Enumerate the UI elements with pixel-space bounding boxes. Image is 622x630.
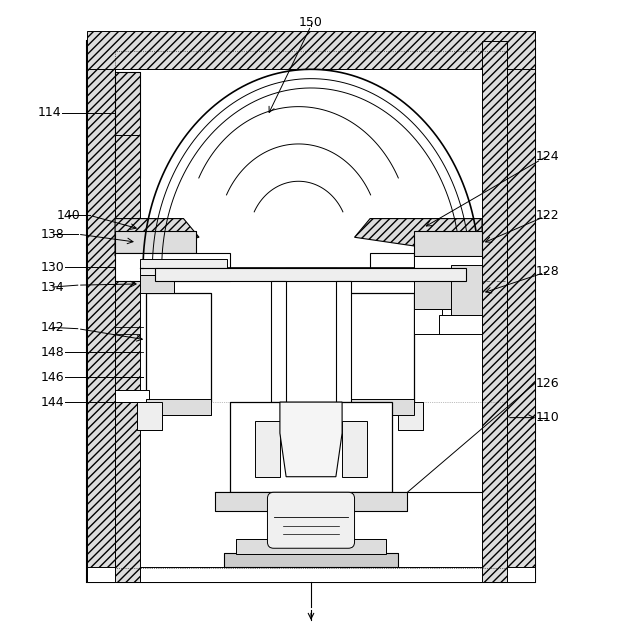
Bar — [224, 553, 398, 567]
Bar — [336, 281, 351, 402]
Bar — [451, 265, 482, 315]
Bar — [87, 42, 115, 583]
FancyBboxPatch shape — [267, 492, 355, 548]
Bar — [215, 492, 407, 511]
Bar — [336, 281, 341, 402]
Text: 126: 126 — [536, 377, 559, 390]
Bar — [140, 275, 174, 293]
Bar — [115, 72, 140, 178]
Text: 142: 142 — [41, 321, 65, 334]
Bar — [281, 281, 286, 402]
Text: 146: 146 — [41, 370, 65, 384]
Text: 110: 110 — [536, 411, 559, 424]
Bar — [87, 31, 535, 69]
Bar — [146, 399, 211, 415]
Bar — [342, 421, 367, 477]
Polygon shape — [115, 219, 199, 256]
Bar — [115, 135, 140, 583]
Bar — [414, 281, 482, 309]
Bar — [230, 402, 244, 492]
Bar — [451, 265, 482, 315]
Bar — [370, 253, 414, 281]
Bar — [146, 293, 160, 402]
Bar — [115, 389, 149, 402]
Bar — [215, 492, 407, 511]
Bar — [414, 231, 482, 256]
Bar — [398, 402, 423, 430]
Text: 134: 134 — [41, 280, 65, 294]
Bar — [271, 508, 351, 542]
Bar — [137, 402, 162, 430]
Bar — [414, 231, 482, 256]
Bar — [400, 293, 414, 402]
Bar — [346, 281, 351, 402]
Bar — [378, 402, 392, 492]
Polygon shape — [355, 219, 482, 256]
Text: 128: 128 — [536, 265, 559, 278]
Bar — [271, 281, 276, 402]
Bar — [348, 293, 362, 402]
Bar — [255, 421, 280, 477]
Bar — [414, 281, 482, 309]
Bar — [236, 539, 386, 554]
Bar — [439, 315, 482, 334]
Bar — [87, 567, 535, 583]
Bar — [115, 231, 196, 253]
Text: 140: 140 — [57, 209, 80, 222]
Text: 138: 138 — [41, 227, 65, 241]
Text: 150: 150 — [299, 16, 323, 29]
Bar — [414, 256, 482, 281]
Bar — [398, 402, 423, 430]
Bar — [236, 539, 386, 554]
Bar — [482, 42, 507, 583]
Bar — [414, 309, 442, 334]
Bar — [348, 399, 414, 415]
Bar — [224, 553, 398, 567]
Text: 124: 124 — [536, 150, 559, 163]
Bar — [115, 231, 196, 253]
Text: 144: 144 — [41, 396, 65, 409]
Bar — [348, 399, 414, 415]
Bar — [87, 42, 535, 583]
Bar — [507, 42, 535, 583]
Bar — [115, 253, 230, 281]
Text: 114: 114 — [38, 106, 62, 119]
Bar — [140, 275, 174, 293]
Bar — [198, 293, 211, 402]
Bar — [146, 293, 211, 402]
Bar — [156, 268, 466, 281]
Bar — [137, 402, 162, 430]
Bar — [140, 259, 227, 275]
Text: 122: 122 — [536, 209, 559, 222]
Bar — [115, 72, 140, 178]
Bar — [271, 281, 286, 402]
Bar — [348, 293, 414, 402]
Bar — [230, 402, 392, 492]
Polygon shape — [280, 402, 342, 477]
Text: 130: 130 — [41, 261, 65, 273]
Text: 148: 148 — [41, 346, 65, 359]
Bar — [146, 399, 211, 415]
